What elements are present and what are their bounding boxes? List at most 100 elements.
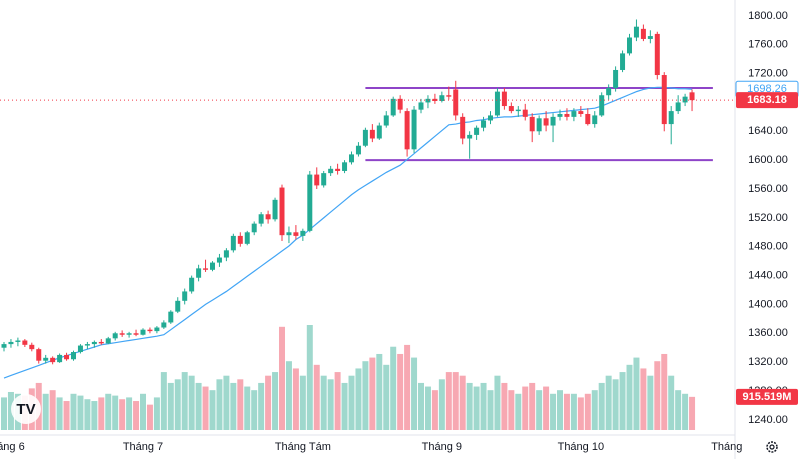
settings-icon[interactable] [766, 441, 778, 453]
candle-body [675, 102, 681, 112]
volume-bar [480, 382, 487, 430]
candle-body [43, 357, 49, 361]
volume-bar [133, 401, 140, 430]
candle-body [522, 109, 528, 117]
axis-layer: 1240.001280.001320.001360.001400.001440.… [0, 10, 799, 453]
candle-body [342, 162, 348, 171]
volume-bar [383, 364, 390, 430]
candle-body [293, 232, 299, 236]
volume-bar [153, 397, 160, 430]
candle-body [488, 115, 493, 121]
volume-bar [459, 375, 466, 430]
volume-bar [91, 401, 98, 430]
x-tick-label: áng 6 [0, 441, 25, 453]
candle-body [661, 75, 667, 125]
candle-body [508, 106, 514, 112]
candle-body [467, 134, 473, 139]
volume-bar [42, 393, 49, 430]
candle-body [251, 223, 257, 233]
candle-body [189, 277, 195, 292]
candle-body [633, 26, 639, 38]
volume-bar [418, 382, 424, 430]
y-tick-label: 1520.00 [748, 212, 788, 224]
x-tick-label: Tháng [711, 441, 742, 453]
volume-bar [7, 391, 14, 430]
y-tick-label: 1720.00 [748, 67, 788, 79]
volume-bar [195, 382, 202, 430]
moving-average-line [3, 86, 693, 379]
candle-body [571, 111, 577, 117]
volume-bar [424, 386, 431, 430]
candle-body [210, 262, 215, 270]
candle-body [147, 329, 153, 332]
volume-bar [292, 368, 299, 430]
candle-body [314, 174, 320, 186]
candle-body [585, 113, 591, 125]
tradingview-logo: TV [11, 394, 41, 424]
y-tick-label: 1800.00 [748, 10, 788, 22]
volume-bar [411, 357, 418, 430]
candle-body [404, 111, 410, 150]
volume-bar [334, 372, 341, 430]
candle-body [161, 322, 167, 328]
candle-body [244, 232, 250, 244]
candle-body [557, 113, 563, 117]
candle-body [446, 95, 452, 97]
volume-bar [181, 372, 188, 430]
volume-bar [63, 401, 70, 430]
volume-bar [320, 375, 327, 430]
candle-body [50, 357, 56, 363]
candle-body [300, 230, 306, 236]
volume-bar [647, 375, 654, 430]
candle-body [689, 92, 695, 101]
candle-body [307, 174, 313, 231]
volume-bar [605, 375, 612, 430]
candle-body [133, 333, 139, 335]
candle-body [321, 173, 327, 186]
last-price-label: 1683.18 [747, 94, 787, 106]
candle-body [432, 98, 438, 101]
candle-body [112, 333, 118, 339]
volume-bar [633, 357, 640, 430]
candle-body [1, 344, 7, 348]
candle-body [411, 109, 417, 150]
candle-body [376, 125, 382, 139]
volume-bar [494, 375, 501, 430]
candle-body [613, 69, 619, 89]
volume-bar [668, 375, 675, 430]
volume-bar [598, 382, 605, 430]
y-tick-label: 1760.00 [748, 39, 788, 51]
candle-body [362, 129, 368, 146]
x-tick-label: Tháng 7 [123, 441, 163, 453]
volume-bar [515, 393, 522, 430]
volume-bar [487, 390, 494, 430]
volume-bar [265, 375, 272, 430]
price-layer [0, 19, 735, 379]
y-tick-label: 1320.00 [748, 356, 788, 368]
volume-bar [77, 395, 84, 430]
volume-bar [126, 397, 133, 430]
candle-body [36, 349, 42, 361]
candle-body [126, 333, 132, 335]
candle-body [647, 36, 653, 39]
volume-bar [174, 379, 181, 430]
volume-bar [501, 382, 508, 430]
candle-body [620, 53, 626, 70]
candle-body [57, 354, 63, 363]
candle-body [29, 344, 35, 350]
volume-bar [285, 361, 292, 430]
volume-bar [390, 346, 397, 430]
candle-body [328, 168, 334, 174]
volume-bar [536, 390, 543, 430]
candle-body [369, 129, 375, 139]
volume-bar [313, 364, 320, 430]
volume-bar [167, 382, 174, 430]
candle-body [64, 354, 70, 360]
y-tick-label: 1600.00 [748, 154, 788, 166]
volume-bar [362, 361, 369, 430]
y-tick-label: 1560.00 [748, 183, 788, 195]
y-tick-label: 1640.00 [748, 125, 788, 137]
x-tick-label: Tháng 9 [422, 441, 462, 453]
candle-body [77, 345, 83, 353]
